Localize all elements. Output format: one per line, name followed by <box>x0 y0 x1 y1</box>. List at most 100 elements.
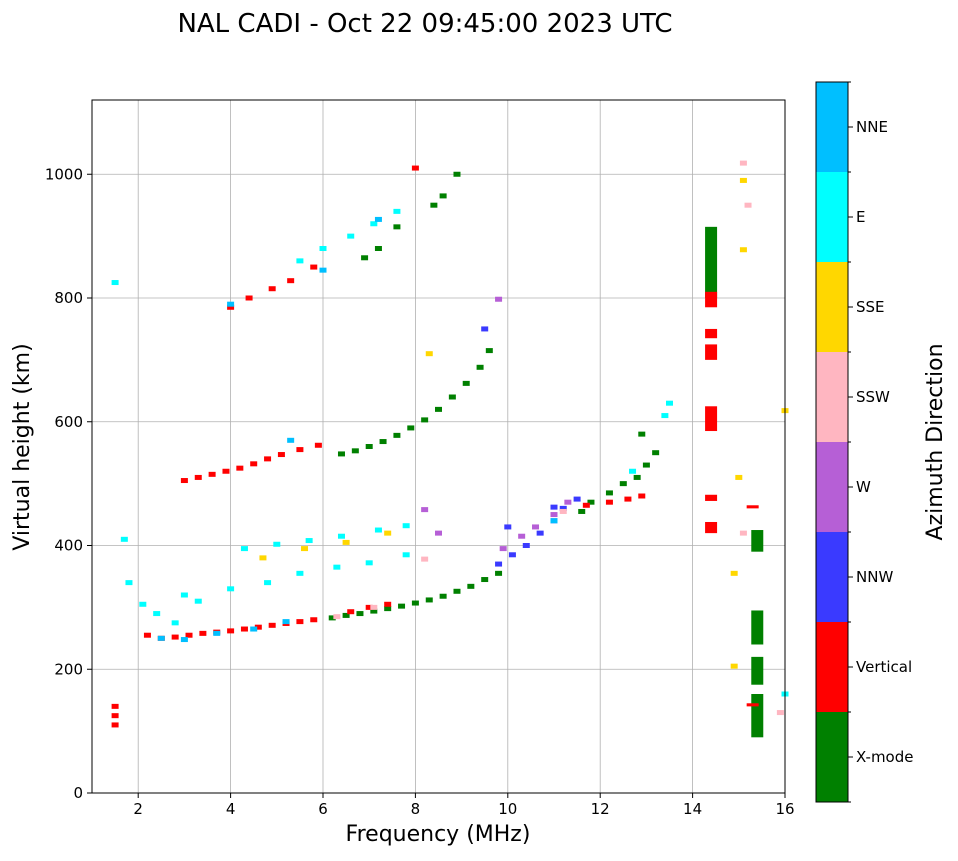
e-point <box>264 580 272 586</box>
y-tick-label: 800 <box>54 289 83 307</box>
vertical-point <box>250 461 258 467</box>
y-tick-label: 0 <box>73 784 83 802</box>
sse-point <box>739 247 747 253</box>
colorbar-label: Azimuth Direction <box>923 343 948 540</box>
nne-point <box>282 619 290 625</box>
e-point <box>374 527 382 533</box>
x-mode-point <box>351 448 359 454</box>
x-mode-point <box>652 450 660 456</box>
vertical-point <box>111 713 119 719</box>
e-point <box>171 620 179 626</box>
x-mode-point <box>365 444 373 449</box>
x-mode-point <box>481 577 489 583</box>
x-mode-point <box>453 171 461 177</box>
ssw-point <box>333 614 341 620</box>
x-mode-point <box>384 606 392 612</box>
x-mode-point <box>435 406 442 412</box>
colorbar-label-x-mode: X-mode <box>856 748 913 766</box>
nnw-point <box>522 543 530 548</box>
vertical-point <box>264 456 272 462</box>
x-mode-point <box>462 380 470 386</box>
e-point <box>139 601 147 607</box>
y-tick-label: 1000 <box>45 165 83 183</box>
e-point <box>180 592 188 598</box>
nne-point <box>157 635 165 641</box>
y-axis-label: Virtual height (km) <box>10 343 35 550</box>
x-tick-label: 10 <box>498 800 517 818</box>
e-point <box>661 413 669 419</box>
sse-point <box>730 570 738 576</box>
x-mode-point <box>453 588 461 594</box>
nne-point <box>550 518 558 524</box>
e-point <box>227 586 235 592</box>
vertical-point <box>208 471 216 477</box>
vertical-point <box>296 619 304 625</box>
x-mode-point <box>605 490 613 496</box>
e-point <box>393 208 401 214</box>
x-tick-label: 14 <box>683 800 702 818</box>
vertical-point <box>227 628 235 634</box>
vertical-point <box>605 499 613 505</box>
sse-point <box>735 474 743 480</box>
colorbar-label-ssw: SSW <box>856 388 890 406</box>
chart-title: NAL CADI - Oct 22 09:45:00 2023 UTC <box>177 9 672 39</box>
plot-frame <box>91 99 786 794</box>
nne-point <box>213 630 221 636</box>
x-mode-point <box>439 593 447 599</box>
nne-point <box>319 267 327 273</box>
sse-point <box>342 539 350 545</box>
vertical-point <box>143 632 151 638</box>
y-axis-ticks: 0 200 400 600 800 1000 <box>45 165 92 802</box>
vertical-point <box>194 474 202 480</box>
x-mode-point <box>411 600 419 606</box>
ssw-point <box>776 710 784 716</box>
vertical-point <box>240 626 248 632</box>
w-point <box>564 499 572 505</box>
sse-point <box>301 546 309 552</box>
e-point <box>333 564 341 570</box>
x-mode-bar <box>751 656 764 685</box>
vertical-point <box>582 502 590 508</box>
vertical-bar <box>705 344 718 360</box>
x-mode-point <box>467 583 475 589</box>
x-mode-point <box>393 224 401 230</box>
x-mode-point <box>476 364 484 370</box>
e-point <box>347 233 355 239</box>
vertical-point <box>245 295 253 301</box>
x-mode-bar <box>751 610 764 645</box>
vertical-bar <box>705 406 718 432</box>
sse-point <box>259 555 267 561</box>
x-mode-point <box>421 417 429 423</box>
colorbar-label-e: E <box>856 208 865 226</box>
vertical-point <box>222 468 230 474</box>
nne-point <box>374 216 382 222</box>
x-mode-point <box>398 603 406 609</box>
colorbar-label-sse: SSE <box>856 298 885 316</box>
colorbar-label-nne: NNE <box>856 118 888 136</box>
x-axis-ticks: 2 4 6 8 10 12 14 16 <box>133 793 795 818</box>
vertical-point <box>268 286 276 292</box>
x-tick-label: 4 <box>226 800 236 818</box>
colorbar-label-w: W <box>856 478 871 496</box>
vertical-point <box>171 634 179 640</box>
colorbar-swatch-ssw <box>816 352 848 442</box>
colorbar-label-nnw: NNW <box>856 568 893 586</box>
e-point <box>365 560 373 566</box>
x-mode-point <box>642 462 650 468</box>
x-mode-point <box>337 451 345 457</box>
nne-point <box>227 301 235 307</box>
x-mode-point <box>633 474 641 480</box>
vertical-point <box>185 632 193 638</box>
x-mode-point <box>370 608 378 614</box>
vertical-point <box>111 722 119 728</box>
vertical-point <box>365 604 373 610</box>
ssw-point <box>559 508 567 514</box>
vertical-bar <box>705 291 718 308</box>
w-point <box>550 512 558 518</box>
e-point <box>153 611 161 617</box>
x-mode-point <box>393 432 401 438</box>
nnw-point <box>495 561 503 567</box>
vertical-point <box>296 447 304 453</box>
vertical-bar <box>746 703 759 707</box>
